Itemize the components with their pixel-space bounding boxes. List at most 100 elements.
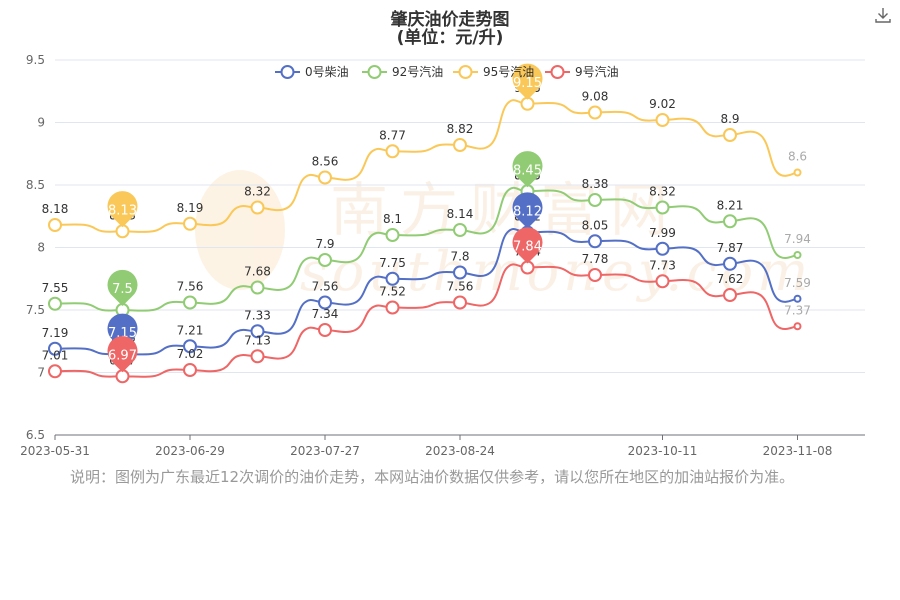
data-point [723,128,737,142]
legend-item[interactable]: 9号汽油 [545,64,619,79]
data-point [250,200,265,215]
data-label: 7.56 [447,280,474,294]
data-label: 8.05 [582,218,609,232]
pin-shape [512,227,543,264]
download-icon[interactable] [874,6,892,24]
data-point [793,251,802,259]
data-point [453,295,467,310]
data-point [385,228,400,242]
legend-label: 95号汽油 [483,64,534,79]
data-label: 8.82 [447,122,474,136]
legend-symbol [550,65,565,79]
pin-marker: 8.45 [512,151,543,188]
data-label: 7.52 [379,285,406,299]
y-tick-label: 8.5 [26,178,45,192]
legend-item[interactable]: 92号汽油 [362,64,443,79]
data-label: 7.75 [379,256,406,270]
x-tick-label: 2023-11-08 [763,444,833,458]
data-point [48,341,62,356]
data-point [723,256,737,271]
data-label: 7.34 [312,307,339,321]
data-point [793,168,802,177]
pin-label: 7.15 [108,326,137,341]
data-point [318,295,332,310]
data-label: 7.01 [42,348,69,362]
data-point [655,113,670,127]
series-line [54,227,798,356]
data-point [318,170,332,185]
data-point [183,339,197,354]
series-line [54,263,798,378]
series-line [54,186,798,312]
data-point [588,105,602,120]
y-tick-label: 8 [37,241,45,255]
data-point [453,138,467,152]
data-label: 7.8 [450,250,469,264]
data-point [385,144,400,159]
pin-label: 7.84 [513,240,542,255]
data-label: 8.21 [717,198,744,212]
data-point [385,271,400,286]
data-point [48,364,62,379]
pin-shape [107,191,138,228]
data-label: 8.14 [447,207,474,221]
pin-label: 8.12 [513,205,542,220]
pin-label: 8.13 [108,203,137,218]
data-point [655,200,670,215]
data-label: 9.02 [649,97,676,111]
x-tick-label: 2023-05-31 [20,444,90,458]
legend-symbol [367,65,382,79]
y-tick-label: 6.5 [26,428,45,442]
data-point [48,296,62,311]
data-label: 7.73 [649,258,676,272]
pin-shape [512,63,543,100]
data-point [318,323,332,337]
data-point [793,322,802,331]
legend-label: 92号汽油 [392,64,443,79]
data-label: 7.21 [177,323,204,337]
y-tick-label: 7.5 [26,303,45,317]
data-point [183,363,197,377]
pin-label: 7.5 [112,282,133,297]
data-label: 8.18 [42,202,69,216]
watermark-logo [195,170,285,290]
pin-marker: 6.97 [107,336,138,373]
pin-shape [512,192,543,229]
series-line [54,99,798,233]
data-label: 8.1 [383,212,402,226]
data-label: 7.62 [717,272,744,286]
chart-subtitle: (单位：元/升) [396,28,504,48]
legend-symbol [280,65,295,79]
pin-marker: 7.5 [107,269,138,306]
data-label: 7.94 [784,232,811,246]
data-point [588,268,602,282]
pin-shape [512,151,543,188]
legend-item[interactable]: 95号汽油 [453,64,534,79]
data-point [588,193,602,207]
legend-label: 0号柴油 [305,65,349,79]
data-label: 7.55 [42,281,69,295]
data-point [453,265,467,280]
data-point [453,223,467,237]
data-label: 7.9 [315,237,334,251]
legend-item[interactable]: 0号柴油 [275,65,349,79]
y-tick-label: 7 [37,366,45,380]
chart-note: 说明：图例为广东最近12次调价的油价走势，本网站油价数据仅供参考，请以您所在地区… [70,468,795,486]
data-label: 7.13 [244,333,271,347]
data-point [793,294,802,303]
pin-label: 6.97 [108,348,137,363]
data-point [183,295,197,310]
data-point [48,218,62,232]
pin-shape [107,336,138,373]
data-label: 8.56 [312,155,339,169]
legend-label: 9号汽油 [575,64,619,79]
y-tick-label: 9.5 [26,53,45,67]
data-point [250,324,265,339]
data-point [183,216,197,231]
data-label: 7.68 [244,265,271,279]
data-label: 7.99 [649,226,676,240]
data-label: 7.56 [177,280,204,294]
data-label: 8.9 [720,112,739,126]
